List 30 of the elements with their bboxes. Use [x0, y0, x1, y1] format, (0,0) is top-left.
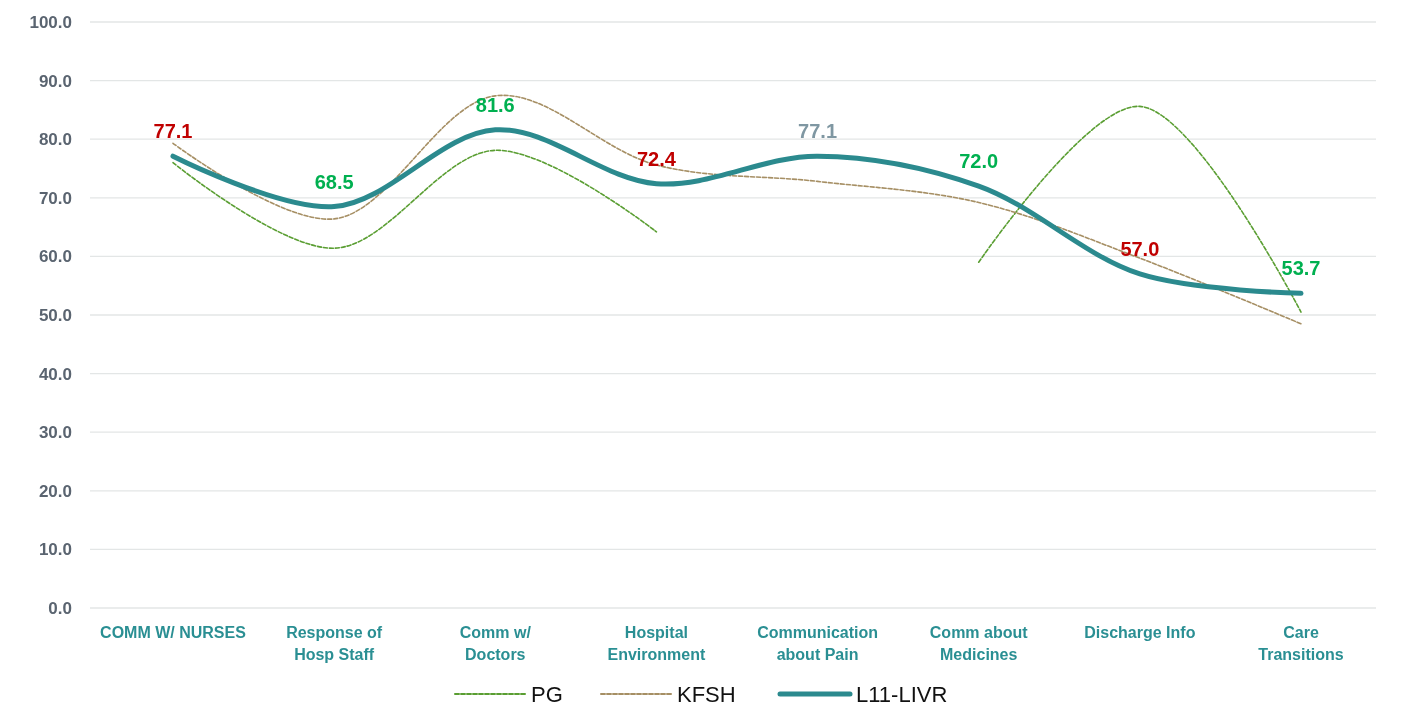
data-label: 57.0	[1120, 237, 1160, 260]
y-tick-label: 20.0	[38, 481, 72, 501]
data-label: 72.4	[636, 147, 677, 170]
x-tick-label: Care Transitions	[1258, 624, 1344, 663]
y-tick-label: 100.0	[29, 12, 72, 32]
x-tick-label: Comm w/ Doctors	[459, 624, 532, 663]
x-tick-label: Discharge Info	[1084, 624, 1196, 641]
y-tick-label: 90.0	[38, 71, 72, 91]
legend-label: KFSH	[677, 681, 736, 707]
data-label: 77.1	[798, 120, 838, 143]
y-tick-label: 70.0	[38, 188, 72, 208]
x-tick-label: Response of Hosp Staff	[286, 624, 383, 663]
y-tick-label: 0.0	[48, 598, 72, 618]
data-label: 53.7	[1281, 257, 1321, 280]
x-tick-label: Hospital Environment	[607, 624, 706, 663]
y-tick-label: 10.0	[38, 540, 72, 560]
y-tick-label: 30.0	[38, 423, 72, 443]
x-tick-label: Comm about Medicines	[929, 624, 1029, 663]
data-label: 68.5	[314, 170, 354, 193]
data-label: 81.6	[475, 93, 515, 116]
y-tick-label: 50.0	[38, 305, 72, 325]
y-tick-label: 60.0	[38, 247, 72, 267]
y-tick-label: 40.0	[38, 364, 72, 384]
x-tick-label: Communication about Pain	[757, 624, 879, 663]
data-label: 77.1	[153, 120, 193, 143]
y-tick-label: 80.0	[38, 130, 72, 150]
legend-label: L11-LIVR	[856, 681, 948, 707]
x-tick-label: COMM W/ NURSES	[100, 624, 247, 641]
legend-label: PG	[531, 681, 563, 707]
data-label: 72.0	[959, 150, 999, 173]
